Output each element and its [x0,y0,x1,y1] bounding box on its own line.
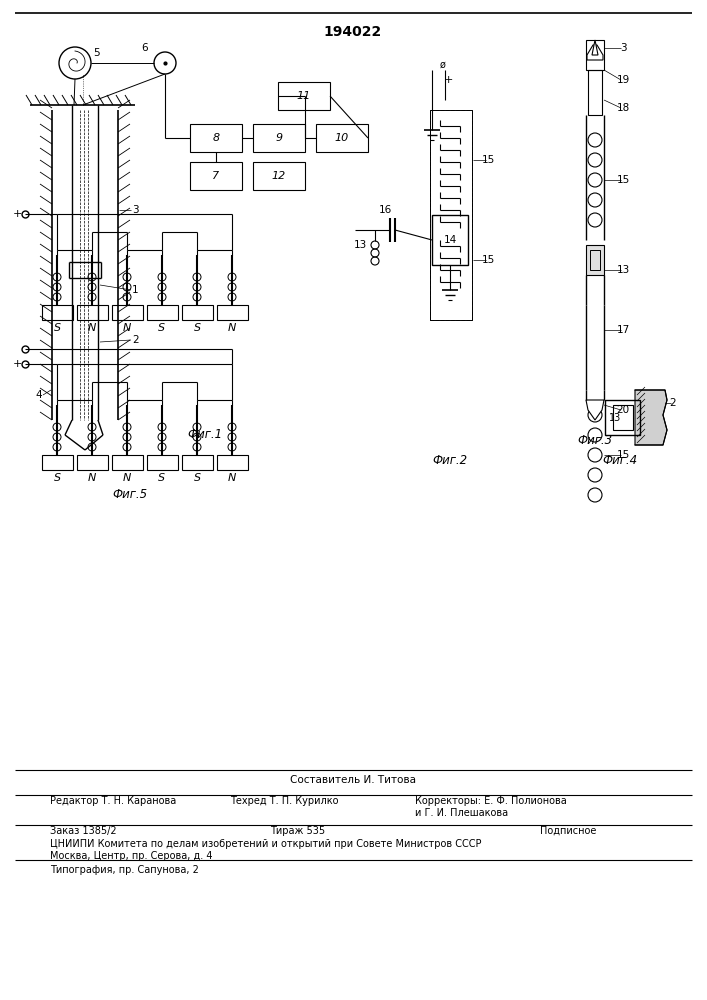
Text: Корректоры: Е. Ф. Полионова: Корректоры: Е. Ф. Полионова [415,796,567,806]
Polygon shape [587,45,603,60]
Text: S: S [194,323,201,333]
Text: +: + [12,359,22,369]
Text: 12: 12 [272,171,286,181]
Text: S: S [54,323,61,333]
Text: +: + [12,209,22,219]
Bar [586,245,604,275]
Text: 11: 11 [297,91,311,101]
Bar [182,455,213,470]
Text: 15: 15 [481,255,495,265]
Bar [217,455,248,470]
Text: 13: 13 [617,265,630,275]
Bar [147,455,178,470]
Text: 15: 15 [617,450,630,460]
Text: 3: 3 [132,205,139,215]
Bar [316,124,368,152]
Text: 13: 13 [609,413,621,423]
Text: 5: 5 [94,48,100,58]
Bar [432,215,468,265]
Text: 4: 4 [35,390,42,400]
Bar [190,124,242,152]
Text: 15: 15 [481,155,495,165]
Text: 13: 13 [354,240,367,250]
Polygon shape [592,40,598,55]
Bar [586,40,604,70]
Text: N: N [88,323,96,333]
Text: и Г. И. Плешакова: и Г. И. Плешакова [415,808,508,818]
Text: 17: 17 [617,325,630,335]
Bar [77,305,108,320]
Text: Подписное: Подписное [540,826,597,836]
Text: ЦНИИПИ Комитета по делам изобретений и открытий при Совете Министров СССР: ЦНИИПИ Комитета по делам изобретений и о… [50,839,481,849]
Bar [278,82,330,110]
Text: N: N [123,473,132,483]
Polygon shape [586,400,604,420]
Text: 20: 20 [617,405,629,415]
Bar [253,162,305,190]
Text: 18: 18 [617,103,630,113]
Bar [190,162,242,190]
Text: N: N [123,323,132,333]
Bar [613,405,633,430]
Bar [217,305,248,320]
Text: N: N [88,473,96,483]
Text: ø: ø [440,60,446,70]
Text: Фиг.4: Фиг.4 [602,454,638,466]
Text: Фиг.3: Фиг.3 [578,434,612,446]
Text: Техред Т. П. Курилко: Техред Т. П. Курилко [230,796,339,806]
Text: Типография, пр. Сапунова, 2: Типография, пр. Сапунова, 2 [50,865,199,875]
Text: 7: 7 [212,171,220,181]
Bar [42,455,73,470]
Text: Редактор Т. Н. Каранова: Редактор Т. Н. Каранова [50,796,176,806]
Text: 15: 15 [617,175,630,185]
Bar [147,305,178,320]
Text: Фиг.5: Фиг.5 [112,488,148,502]
Bar [112,455,143,470]
Text: Москва, Центр, пр. Серова, д. 4: Москва, Центр, пр. Серова, д. 4 [50,851,213,861]
Bar [430,110,472,320]
Polygon shape [635,390,667,445]
Text: Заказ 1385/2: Заказ 1385/2 [50,826,117,836]
Text: Фиг.2: Фиг.2 [433,454,467,466]
Text: Фиг.1: Фиг.1 [187,428,223,442]
Text: 3: 3 [620,43,626,53]
Bar [182,305,213,320]
Text: 16: 16 [378,205,392,215]
Text: 6: 6 [141,43,148,53]
Bar [590,250,600,270]
Bar [112,305,143,320]
Text: Составитель И. Титова: Составитель И. Титова [290,775,416,785]
Text: 8: 8 [212,133,220,143]
Text: S: S [54,473,61,483]
Text: 10: 10 [335,133,349,143]
Text: 194022: 194022 [324,25,382,39]
Text: S: S [194,473,201,483]
Text: Тираж 535: Тираж 535 [270,826,325,836]
Bar [588,70,602,115]
Text: S: S [158,323,165,333]
Text: 2: 2 [670,398,677,408]
Text: 1: 1 [132,285,139,295]
Bar [605,400,640,435]
Text: N: N [228,323,236,333]
Bar [253,124,305,152]
Text: +: + [443,75,452,85]
Text: 2: 2 [132,335,139,345]
Text: 14: 14 [443,235,457,245]
Text: N: N [228,473,236,483]
Text: 19: 19 [617,75,630,85]
Text: 9: 9 [276,133,283,143]
Bar [42,305,73,320]
Bar [77,455,108,470]
Text: S: S [158,473,165,483]
